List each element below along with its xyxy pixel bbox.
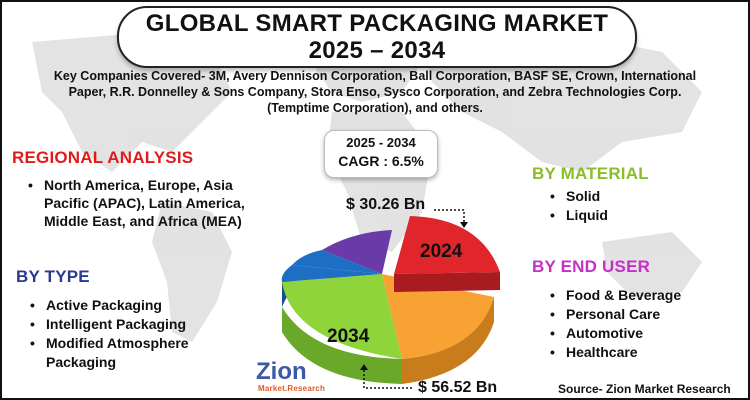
material-list: Solid Liquid — [548, 187, 608, 225]
title-line-1: GLOBAL SMART PACKAGING MARKET — [145, 10, 609, 37]
cagr-period: 2025 - 2034 — [346, 135, 416, 150]
by-end-user-heading: BY END USER — [532, 257, 651, 276]
pie-label-2034: 2034 — [327, 326, 370, 347]
pie-side-orange — [402, 297, 494, 384]
list-item: North America, Europe, Asia Pacific (APA… — [26, 176, 266, 230]
list-item: Food & Beverage — [548, 286, 681, 305]
pie-slice-blue-2 — [281, 265, 382, 282]
by-material-heading: BY MATERIAL — [532, 164, 649, 183]
regional-analysis-heading: REGIONAL ANALYSIS — [12, 148, 194, 167]
pie-slice-red — [394, 216, 500, 274]
pie-slice-red-group — [394, 216, 500, 292]
source-text: Source- Zion Market Research — [558, 382, 731, 396]
by-type-heading: BY TYPE — [16, 267, 90, 286]
key-companies-text: Key Companies Covered- 3M, Avery Denniso… — [53, 69, 697, 115]
logo-subtitle: Market.Research — [258, 384, 326, 393]
value-2034: $ 56.52 Bn — [418, 379, 498, 396]
title-banner: GLOBAL SMART PACKAGING MARKET 2025 – 203… — [117, 6, 637, 68]
pie-slice-green — [282, 274, 402, 359]
leader-line-2034 — [363, 366, 414, 389]
pie-side-red — [394, 272, 500, 292]
zion-logo: Zion Market.Research — [254, 358, 330, 398]
list-item: Liquid — [548, 206, 608, 225]
leader-line-2024 — [434, 209, 465, 224]
leader-arrow-2024 — [460, 222, 468, 228]
list-item: Intelligent Packaging — [28, 315, 258, 334]
pie-label-2024: 2024 — [420, 241, 463, 262]
regional-list: North America, Europe, Asia Pacific (APA… — [26, 176, 266, 230]
list-item: Personal Care — [548, 305, 681, 324]
value-2024: $ 30.26 Bn — [346, 196, 426, 213]
list-item: Healthcare — [548, 343, 681, 362]
type-list: Active Packaging Intelligent Packaging M… — [28, 296, 258, 372]
pie-slice-blue — [292, 250, 382, 274]
cagr-value: CAGR : 6.5% — [338, 153, 424, 169]
title-line-2: 2025 – 2034 — [308, 37, 446, 64]
list-item: Automotive — [548, 324, 681, 343]
cagr-box: 2025 - 2034 CAGR : 6.5% — [324, 130, 438, 178]
list-item: Active Packaging — [28, 296, 258, 315]
list-item: Solid — [548, 187, 608, 206]
pie-side-green — [282, 307, 402, 384]
leader-arrow-2034 — [360, 364, 368, 370]
pie-slice-purple — [322, 230, 392, 274]
pie-slice-orange — [382, 274, 494, 359]
end-user-list: Food & Beverage Personal Care Automotive… — [548, 286, 681, 362]
list-item: Modified Atmosphere Packaging — [28, 334, 258, 372]
market-pie-chart: 2024 2034 — [281, 209, 500, 389]
logo-name: Zion — [256, 358, 307, 385]
